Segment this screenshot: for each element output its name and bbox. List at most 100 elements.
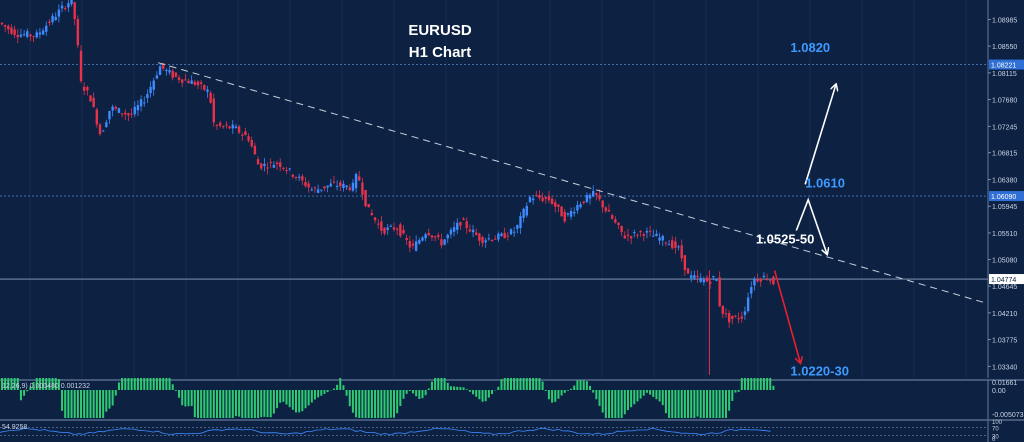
- candle-body: [437, 235, 439, 237]
- candle-body: [55, 17, 57, 20]
- candle-body: [165, 70, 167, 71]
- candle-body: [355, 174, 357, 188]
- candle-body: [137, 105, 139, 110]
- candle-body: [190, 80, 192, 83]
- price-annotation: 1.0525-50: [756, 231, 815, 246]
- candle-body: [371, 213, 373, 215]
- candle-body: [478, 234, 480, 241]
- candle-body: [130, 114, 132, 115]
- candle-body: [485, 240, 487, 242]
- candle-body: [769, 280, 771, 281]
- candle-body: [494, 239, 496, 240]
- candle-body: [503, 233, 505, 238]
- candle-body: [443, 239, 445, 244]
- candle-body: [26, 31, 28, 37]
- candle-body: [620, 226, 622, 232]
- candle-body: [364, 190, 366, 206]
- candle-body: [270, 162, 272, 163]
- candle-body: [409, 241, 411, 248]
- candle-body: [712, 276, 714, 277]
- candle-body: [402, 230, 404, 233]
- candle-body: [747, 297, 749, 311]
- candle-body: [282, 168, 284, 169]
- candle-body: [576, 205, 578, 211]
- candle-body: [77, 19, 79, 45]
- candle-body: [760, 279, 762, 282]
- candle-body: [73, 2, 75, 19]
- candle-body: [209, 93, 211, 103]
- candle-body: [677, 246, 679, 247]
- candle-body: [491, 240, 493, 241]
- candle-body: [601, 201, 603, 208]
- candle-body: [731, 316, 733, 319]
- candle-body: [611, 215, 613, 219]
- candle-body: [744, 311, 746, 315]
- candle-body: [636, 235, 638, 236]
- candle-body: [121, 113, 123, 114]
- candle-body: [140, 99, 142, 106]
- candle-body: [627, 235, 629, 236]
- candle-body: [699, 278, 701, 282]
- candle-body: [453, 227, 455, 232]
- candle-body: [330, 184, 332, 187]
- candle-body: [510, 229, 512, 234]
- candle-body: [67, 3, 69, 7]
- candle-body: [671, 240, 673, 248]
- candle-body: [58, 10, 60, 17]
- candle-body: [431, 235, 433, 237]
- candle-body: [643, 234, 645, 236]
- candle-body: [17, 35, 19, 37]
- candle-body: [617, 223, 619, 225]
- candle-body: [241, 135, 243, 136]
- candle-body: [696, 276, 698, 277]
- candle-body: [472, 230, 474, 232]
- candle-body: [434, 236, 436, 237]
- price-tick-label: 1.08115: [992, 71, 1017, 78]
- candle-body: [450, 230, 452, 235]
- candle-body: [535, 195, 537, 196]
- candle-body: [668, 244, 670, 245]
- candle-body: [36, 32, 38, 37]
- candle-body: [70, 0, 72, 4]
- candle-body: [583, 201, 585, 203]
- candle-body: [225, 124, 227, 125]
- candle-body: [99, 124, 101, 134]
- candle-body: [592, 191, 594, 197]
- candle-body: [715, 279, 717, 281]
- candle-body: [665, 243, 667, 244]
- candle-body: [684, 255, 686, 270]
- candle-body: [545, 197, 547, 199]
- candle-body: [516, 225, 518, 229]
- candle-body: [349, 187, 351, 190]
- candle-body: [475, 233, 477, 235]
- candle-body: [89, 96, 91, 102]
- macd-tick-label: -0.005073: [992, 412, 1024, 419]
- candle-body: [396, 229, 398, 230]
- candle-body: [652, 236, 654, 237]
- candle-body: [200, 82, 202, 84]
- candle-body: [108, 111, 110, 119]
- candle-body: [232, 125, 234, 129]
- candle-body: [222, 126, 224, 127]
- candle-body: [301, 176, 303, 180]
- candle-body: [118, 108, 120, 113]
- candle-body: [548, 196, 550, 200]
- candle-body: [184, 79, 186, 80]
- candle-body: [595, 193, 597, 195]
- candle-body: [197, 82, 199, 86]
- candle-body: [564, 212, 566, 222]
- candle-body: [102, 131, 104, 132]
- macd-tick-label: 0.00: [992, 388, 1006, 395]
- candle-body: [276, 163, 278, 164]
- candle-body: [251, 140, 253, 146]
- candle-body: [405, 238, 407, 240]
- candle-body: [418, 240, 420, 244]
- candle-body: [333, 182, 335, 183]
- candle-body: [488, 238, 490, 239]
- price-tick-label: 1.08985: [992, 17, 1017, 24]
- candle-body: [567, 213, 569, 214]
- chart-title: EURUSD: [360, 22, 520, 39]
- candle-body: [551, 199, 553, 204]
